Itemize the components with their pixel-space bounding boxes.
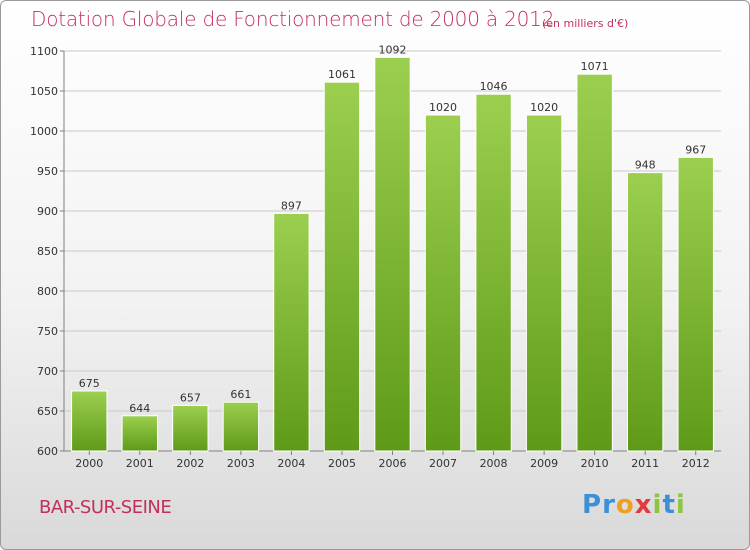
bar[interactable]: [525, 114, 563, 452]
y-tick-label: 850: [37, 245, 58, 258]
bar-value-label: 1020: [530, 101, 558, 114]
x-tick-label: 2004: [277, 457, 305, 470]
logo-letter: t: [662, 490, 676, 520]
bar-value-label: 897: [281, 199, 302, 212]
y-tick-label: 700: [37, 365, 58, 378]
x-tick-label: 2012: [682, 457, 710, 470]
bar[interactable]: [576, 73, 613, 452]
x-tick-label: 2010: [581, 457, 609, 470]
chart-subtitle: (en milliers d'€): [542, 17, 629, 30]
y-tick-label: 1000: [30, 125, 58, 138]
bar-value-label: 1020: [429, 101, 457, 114]
bar[interactable]: [374, 56, 411, 452]
bar[interactable]: [424, 114, 462, 452]
y-tick-label: 750: [37, 325, 58, 338]
y-tick-label: 900: [37, 205, 58, 218]
x-tick-label: 2011: [631, 457, 659, 470]
commune-name: BAR-SUR-SEINE: [39, 497, 172, 518]
logo-letter: r: [602, 490, 616, 520]
x-tick-label: 2000: [75, 457, 103, 470]
x-tick-label: 2009: [530, 457, 558, 470]
bar[interactable]: [222, 401, 260, 452]
x-tick-label: 2006: [379, 457, 407, 470]
y-tick-label: 800: [37, 285, 58, 298]
x-tick-label: 2003: [227, 457, 255, 470]
bar[interactable]: [71, 390, 108, 452]
x-tick-label: 2001: [126, 457, 154, 470]
bar-value-label: 644: [129, 402, 150, 415]
bar-value-label: 661: [230, 388, 251, 401]
bar[interactable]: [323, 81, 361, 452]
bar-value-label: 967: [685, 143, 706, 156]
y-tick-label: 650: [37, 405, 58, 418]
bar-value-label: 657: [180, 391, 201, 404]
bar[interactable]: [677, 156, 714, 452]
logo-letter: i: [675, 490, 686, 520]
chart-title: Dotation Globale de Fonctionnement de 20…: [31, 7, 555, 31]
logo-letter: o: [615, 490, 635, 520]
bar[interactable]: [273, 212, 310, 452]
x-tick-label: 2008: [480, 457, 508, 470]
bar-value-label: 1071: [581, 60, 609, 73]
x-tick-label: 2007: [429, 457, 457, 470]
bar-value-label: 1092: [379, 43, 407, 56]
bar[interactable]: [475, 93, 512, 452]
logo-letter: i: [652, 490, 663, 520]
x-tick-label: 2005: [328, 457, 356, 470]
bar-value-label: 948: [635, 159, 656, 172]
bar[interactable]: [172, 404, 209, 452]
logo-letter: x: [634, 490, 653, 520]
proxiti-logo[interactable]: Proxiti: [582, 490, 686, 520]
logo-letter: P: [582, 490, 603, 520]
y-tick-label: 1100: [30, 45, 58, 58]
x-tick-label: 2002: [176, 457, 204, 470]
bar-value-label: 675: [79, 377, 100, 390]
bar-value-label: 1061: [328, 68, 356, 81]
bar[interactable]: [627, 172, 664, 452]
bar-value-label: 1046: [480, 80, 508, 93]
bar[interactable]: [121, 415, 158, 452]
y-tick-label: 1050: [30, 85, 58, 98]
y-tick-label: 600: [37, 445, 58, 458]
y-tick-label: 950: [37, 165, 58, 178]
